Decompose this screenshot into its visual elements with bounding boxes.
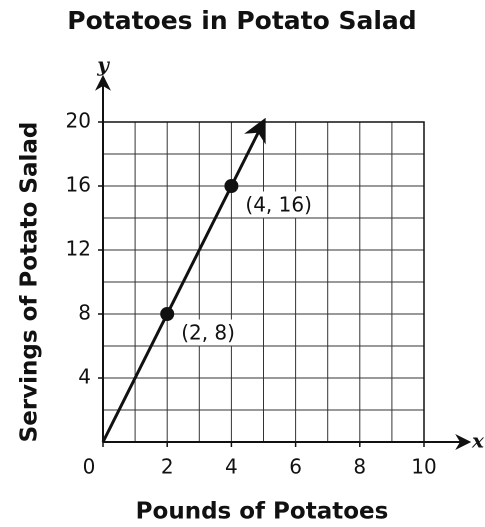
y-tick-label: 4 bbox=[78, 365, 91, 389]
chart-title: Potatoes in Potato Salad bbox=[67, 6, 416, 35]
label-background bbox=[178, 319, 238, 346]
y-axis-label: Servings of Potato Salad bbox=[17, 122, 43, 443]
y-axis-name: y bbox=[96, 53, 110, 77]
x-tick-label: 10 bbox=[411, 455, 436, 479]
line bbox=[101, 117, 266, 443]
point-label: (4, 16) bbox=[245, 193, 312, 217]
x-tick-label: 8 bbox=[353, 455, 366, 479]
x-axis-label: Pounds of Potatoes bbox=[136, 499, 389, 525]
x-tick-label: 4 bbox=[225, 455, 238, 479]
x-tick-label: 2 bbox=[161, 455, 174, 479]
label-background bbox=[242, 191, 315, 218]
point-label: (2, 8) bbox=[181, 321, 235, 345]
x-axis-name: x bbox=[471, 429, 485, 453]
point bbox=[224, 179, 239, 193]
x-tick-label: 6 bbox=[289, 455, 302, 479]
y-tick-label: 12 bbox=[66, 237, 91, 261]
y-tick-label: 8 bbox=[78, 301, 91, 325]
y-tick-label: 20 bbox=[66, 109, 91, 133]
y-tick-label: 16 bbox=[66, 173, 91, 197]
point bbox=[160, 307, 175, 321]
x-tick-label: 0 bbox=[83, 455, 96, 479]
